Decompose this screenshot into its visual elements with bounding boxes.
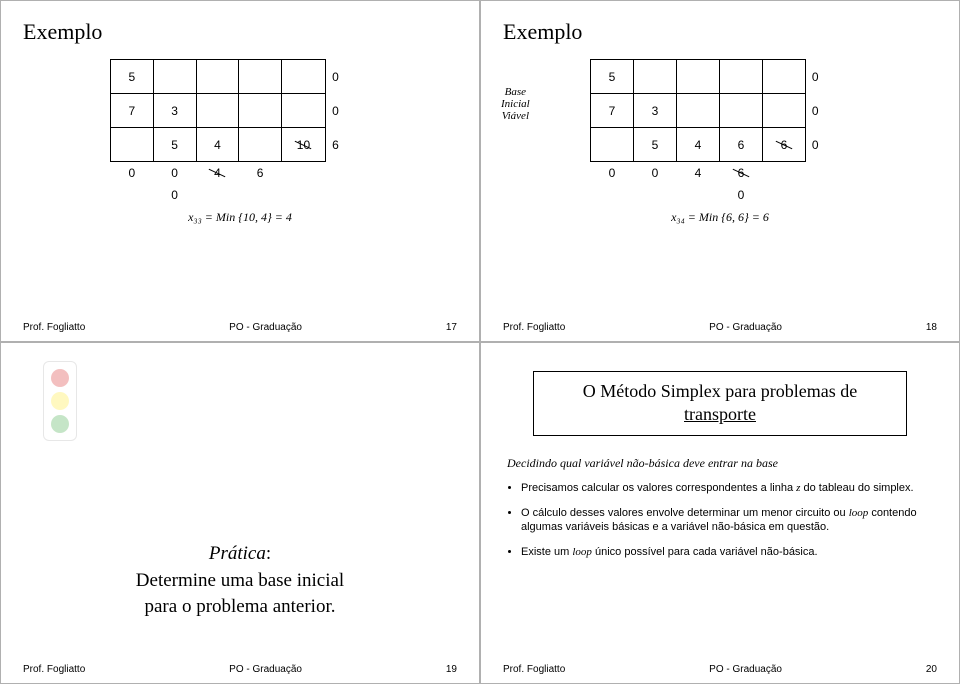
list-item: Existe um loop único possível para cada …: [521, 545, 933, 560]
light-red: [51, 369, 69, 387]
demand-row: 0 0 4 6: [111, 162, 370, 184]
table-row: 5 4 10 6: [111, 128, 370, 162]
table-row: 7 3 0: [591, 94, 850, 128]
footer-center: PO - Graduação: [229, 322, 302, 333]
base-inicial-label: Base Inicial Viável: [501, 86, 530, 122]
transport-table: 5 0 7 3 0 5 4 6 6 0: [590, 59, 850, 225]
note: x₃₃ = Min {10, 4} = 4: [110, 210, 370, 225]
table-row: 7 3 0: [111, 94, 370, 128]
light-yellow: [51, 392, 69, 410]
subheading: Decidindo qual variável não-básica deve …: [507, 456, 933, 471]
practice-block: Prática: Determine uma base inicial para…: [23, 541, 457, 621]
footer-center: PO - Graduação: [229, 664, 302, 675]
slide-footer: Prof. Fogliatto PO - Graduação 20: [503, 664, 937, 675]
slide-footer: Prof. Fogliatto PO - Graduação 18: [503, 322, 937, 333]
method-title-box: O Método Simplex para problemas de trans…: [533, 371, 907, 436]
transport-table: 5 0 7 3 0 5 4 10 6: [110, 59, 370, 225]
footer-center: PO - Graduação: [709, 664, 782, 675]
bullet-list: Precisamos calcular os valores correspon…: [507, 481, 933, 560]
footer-right: 19: [446, 664, 457, 675]
demand-row: 0 0 4 6: [591, 162, 850, 184]
slide-title: Exemplo: [23, 19, 457, 45]
table-row: 5 0: [591, 60, 850, 94]
footer-right: 17: [446, 322, 457, 333]
table-row: 5 0: [111, 60, 370, 94]
list-item: Precisamos calcular os valores correspon…: [521, 481, 933, 496]
footer-left: Prof. Fogliatto: [503, 664, 565, 675]
slide-footer: Prof. Fogliatto PO - Graduação 19: [23, 664, 457, 675]
footer-left: Prof. Fogliatto: [23, 664, 85, 675]
slide-17: Exemplo 5 0 7 3 0 5 4: [0, 0, 480, 342]
slide-title: Exemplo: [503, 19, 937, 45]
slide-19: Prática: Determine uma base inicial para…: [0, 342, 480, 684]
practice-label: Prática: [209, 543, 266, 564]
slide-20: O Método Simplex para problemas de trans…: [480, 342, 960, 684]
footer-center: PO - Graduação: [709, 322, 782, 333]
demand-sub-row: 0: [591, 184, 850, 206]
practice-line: Determine uma base inicial: [136, 570, 344, 591]
light-green: [51, 415, 69, 433]
list-item: O cálculo desses valores envolve determi…: [521, 506, 933, 536]
footer-left: Prof. Fogliatto: [23, 322, 85, 333]
footer-left: Prof. Fogliatto: [503, 322, 565, 333]
table-row: 5 4 6 6 0: [591, 128, 850, 162]
practice-line: para o problema anterior.: [145, 596, 336, 617]
note: x₃₄ = Min {6, 6} = 6: [590, 210, 850, 225]
slide-18: Exemplo Base Inicial Viável 5 0 7 3 0: [480, 0, 960, 342]
footer-right: 18: [926, 322, 937, 333]
slide-footer: Prof. Fogliatto PO - Graduação 17: [23, 322, 457, 333]
traffic-light-icon: [43, 361, 77, 441]
demand-sub-row: 0: [111, 184, 370, 206]
footer-right: 20: [926, 664, 937, 675]
